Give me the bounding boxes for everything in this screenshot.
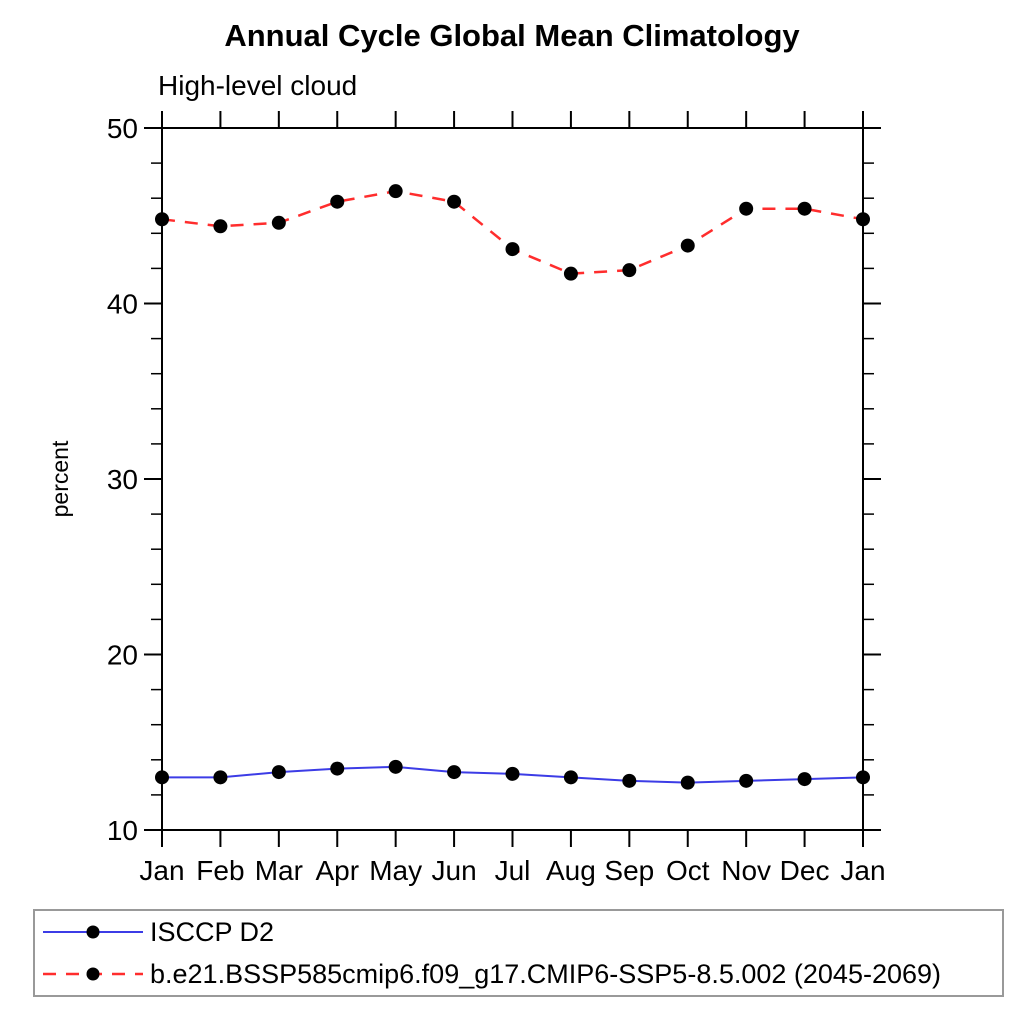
data-point-marker bbox=[856, 212, 870, 227]
legend-marker bbox=[86, 925, 100, 939]
plot-area: 10 20 30 40 50 Jan Feb Mar Apr May Jun Jul Aug Sep Oct… bbox=[47, 111, 886, 886]
legend-label-0: ISCCP D2 bbox=[150, 916, 275, 947]
y-tick-label: 20 bbox=[107, 640, 138, 671]
x-tick-label: Apr bbox=[315, 855, 359, 886]
x-tick-label: Jul bbox=[495, 855, 531, 886]
data-point-marker bbox=[271, 215, 286, 230]
y-tick-label: 50 bbox=[107, 113, 138, 144]
legend-item-1: b.e21.BSSP585cmip6.f09_g17.CMIP6-SSP5-8.… bbox=[41, 953, 1002, 995]
data-point-marker bbox=[797, 201, 812, 216]
series-line-1 bbox=[161, 189, 864, 275]
x-tick-label: Jan bbox=[840, 855, 885, 886]
data-point-marker bbox=[155, 770, 169, 785]
x-tick-label: Feb bbox=[196, 855, 244, 886]
legend-label-1: b.e21.BSSP585cmip6.f09_g17.CMIP6-SSP5-8.… bbox=[150, 958, 942, 989]
data-point-marker bbox=[447, 765, 462, 780]
legend-line-sample bbox=[43, 925, 143, 939]
x-tick-label: Dec bbox=[780, 855, 830, 886]
data-point-marker bbox=[563, 770, 578, 785]
data-point-marker bbox=[563, 266, 578, 281]
y-tick-label: 10 bbox=[107, 815, 138, 846]
x-tick-label: Jan bbox=[139, 855, 184, 886]
x-tick-label: May bbox=[369, 855, 422, 886]
y-axis-label: percent bbox=[47, 440, 73, 517]
data-point-marker bbox=[330, 761, 345, 776]
data-point-marker bbox=[330, 194, 345, 209]
data-point-marker bbox=[856, 770, 870, 785]
x-tick-label: Aug bbox=[546, 855, 596, 886]
data-point-marker bbox=[505, 766, 520, 781]
data-point-marker bbox=[271, 765, 286, 780]
data-point-marker bbox=[739, 201, 754, 216]
data-point-marker bbox=[505, 242, 520, 257]
chart-subtitle: High-level cloud bbox=[158, 70, 358, 101]
y-tick-label: 30 bbox=[107, 464, 138, 495]
data-point-marker bbox=[622, 773, 637, 788]
data-point-marker bbox=[680, 238, 695, 253]
data-point-marker bbox=[213, 770, 228, 785]
x-tick-label: Jun bbox=[432, 855, 477, 886]
x-tick-label: Sep bbox=[604, 855, 654, 886]
legend-item-0: ISCCP D2 bbox=[41, 911, 1002, 953]
data-point-marker bbox=[388, 184, 403, 199]
data-point-marker bbox=[213, 219, 228, 234]
legend-box: ISCCP D2 b.e21.BSSP585cmip6.f09_g17.CMIP6… bbox=[33, 909, 1004, 997]
data-point-marker bbox=[388, 759, 403, 774]
data-point-marker bbox=[155, 212, 169, 227]
plot-frame bbox=[161, 127, 864, 831]
data-point-marker bbox=[622, 263, 637, 278]
x-tick-label: Mar bbox=[255, 855, 303, 886]
data-point-marker bbox=[680, 775, 695, 790]
x-tick-label: Nov bbox=[721, 855, 771, 886]
legend-line-sample bbox=[43, 967, 143, 981]
data-point-marker bbox=[447, 194, 462, 209]
y-tick-label: 40 bbox=[107, 289, 138, 320]
chart-title: Annual Cycle Global Mean Climatology bbox=[224, 18, 800, 53]
data-point-marker bbox=[797, 772, 812, 787]
x-tick-label: Oct bbox=[666, 855, 710, 886]
data-point-marker bbox=[739, 773, 754, 788]
legend-marker bbox=[86, 967, 100, 981]
